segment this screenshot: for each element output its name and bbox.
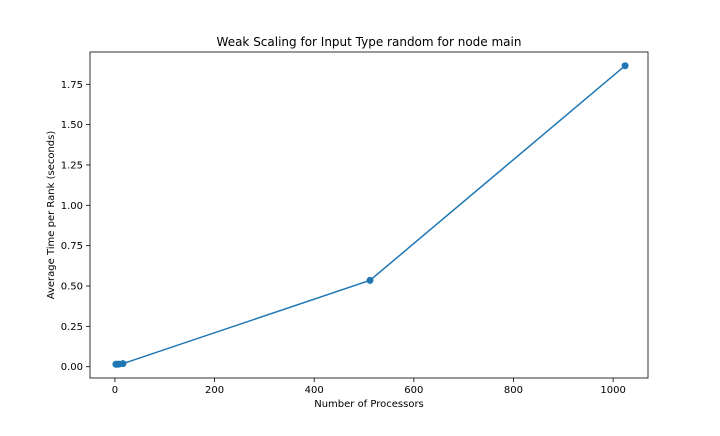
x-tick-label: 1000 xyxy=(600,385,625,396)
series-line xyxy=(115,65,626,366)
y-tick-label: 0.75 xyxy=(61,241,83,252)
data-point xyxy=(119,360,127,368)
x-tick-label: 800 xyxy=(504,385,523,396)
data-point xyxy=(366,276,374,284)
y-axis: 0.00 0.25 0.50 0.75 1.00 1.25 1.50 1.75 xyxy=(61,80,90,373)
data-point xyxy=(621,62,629,70)
plot-area-frame xyxy=(89,51,649,379)
x-tick-label: 0 xyxy=(112,385,118,396)
x-tick-label: 600 xyxy=(404,385,423,396)
y-tick-label: 1.75 xyxy=(61,80,83,91)
y-tick-label: 1.25 xyxy=(61,160,83,171)
x-axis: 0 200 400 600 800 1000 xyxy=(112,378,626,396)
x-tick-label: 200 xyxy=(205,385,224,396)
x-axis-label: Number of Processors xyxy=(314,399,424,410)
series-group xyxy=(112,62,629,368)
chart-title: Weak Scaling for Input Type random for n… xyxy=(217,35,522,49)
y-tick-label: 0.00 xyxy=(61,362,83,373)
y-tick-label: 1.50 xyxy=(61,120,83,131)
y-tick-label: 0.25 xyxy=(61,322,83,333)
x-tick-label: 400 xyxy=(305,385,324,396)
y-axis-label: Average Time per Rank (seconds) xyxy=(46,131,57,300)
y-tick-label: 0.50 xyxy=(61,282,83,293)
y-tick-label: 1.00 xyxy=(61,201,83,212)
